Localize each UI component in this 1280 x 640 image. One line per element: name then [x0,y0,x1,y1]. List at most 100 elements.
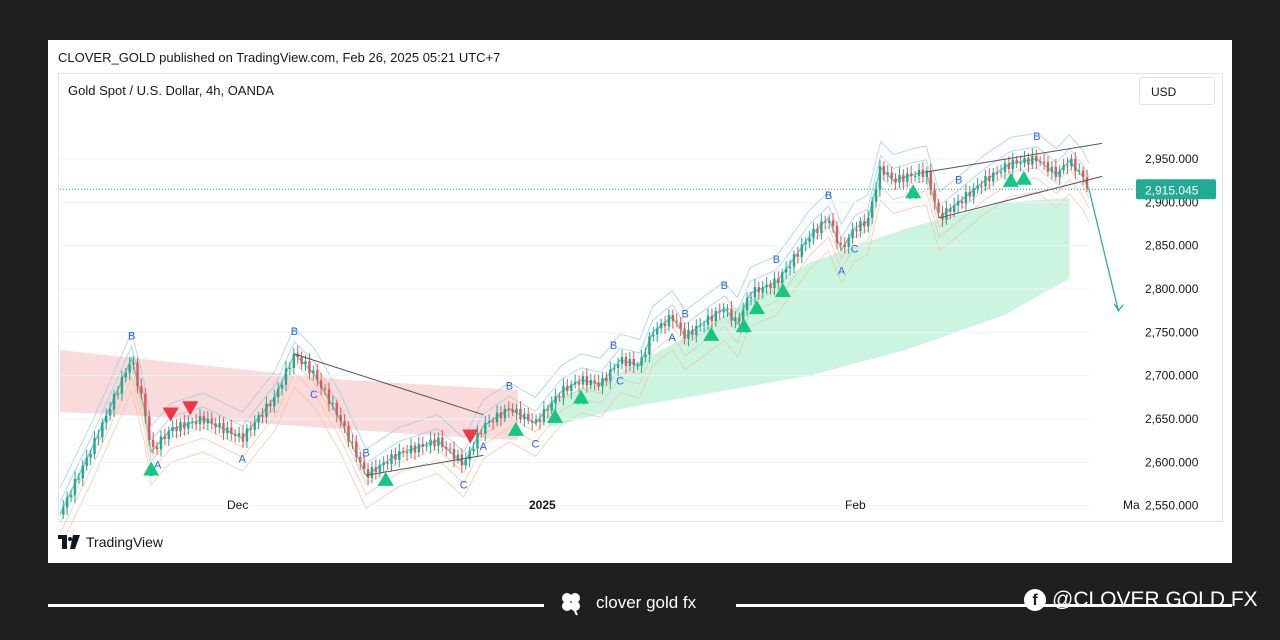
footer-brand-text: clover gold fx [596,593,697,612]
candle [499,412,503,419]
candle [112,394,116,410]
trendline [939,175,1103,219]
candle [351,441,354,443]
wave-label: C [531,439,539,451]
buy-signal-icon [507,421,524,436]
candle [933,189,936,203]
price-chart[interactable]: 2,550.000 2,600.000 2,650.000 2,700.000 2,75… [48,40,1232,563]
candle [167,431,170,439]
x-tick-label: Ma [1123,498,1140,512]
wave-label: B [291,326,298,338]
candle [89,454,92,458]
candle [480,433,483,435]
chart-card: CLOVER_GOLD published on TradingView.com… [48,40,1232,563]
candle [472,448,475,451]
candle [542,408,546,422]
candle [781,272,784,284]
wave-label: B [773,254,780,266]
candle [148,416,151,440]
candle [136,362,139,387]
x-tick-label: Dec [227,498,248,512]
candle [85,457,88,466]
candle [1054,166,1057,178]
candle [448,448,452,450]
band-line [59,132,1090,489]
candle [464,459,467,466]
candle [128,364,131,373]
candle [769,284,772,289]
candle [745,298,749,311]
candle [93,438,96,455]
band-line [59,191,1090,548]
candle [425,445,428,447]
candle [398,451,401,460]
candle [1078,170,1081,172]
candle [1066,165,1069,167]
candle [105,415,108,423]
candle [835,226,839,244]
candle [1050,166,1054,172]
wave-label: B [610,340,617,352]
candle [249,428,253,430]
candle [820,221,823,234]
y-tick-label: 2,700.000 [1145,369,1199,383]
wave-label: A [669,332,677,344]
wave-label: B [682,309,689,321]
candle [265,403,268,417]
candle [261,415,264,417]
candle [527,413,530,421]
social-handle[interactable]: f @CLOVER GOLD FX [1024,588,1258,612]
buy-signal-icon [1015,170,1032,185]
candle [796,254,800,257]
candle [230,427,233,434]
candle [433,439,436,447]
candle [652,334,655,337]
tradingview-brand: TradingView [58,534,163,550]
candle [952,205,956,212]
candle [155,446,159,450]
chart-panel[interactable] [58,73,1223,522]
candle [691,329,694,336]
sell-signal-icon [182,401,199,416]
candle [679,322,682,329]
candle [460,454,464,466]
candle [593,380,596,383]
candle [441,437,444,447]
candle [839,243,843,245]
candle [734,317,737,321]
candle [69,495,73,498]
candle [280,384,284,389]
candle [605,377,608,382]
candle [988,175,991,182]
x-tick-label: 2025 [529,498,556,512]
candle [890,172,893,179]
candle [929,170,932,190]
buy-signal-icon [774,283,791,297]
candle [218,423,221,428]
candle [73,478,77,496]
candle [273,397,276,407]
candle [269,403,272,407]
candle [343,421,346,426]
candle [163,436,167,439]
currency-button[interactable]: USD [1139,77,1215,105]
candle [722,309,725,313]
candle [1081,170,1085,178]
candle [616,364,620,369]
buy-signal-icon [546,408,563,423]
candle [714,310,718,322]
candle [194,421,198,425]
candle [503,408,507,419]
wave-label: C [310,389,318,401]
y-tick-label: 2,600.000 [1145,455,1199,469]
candle [175,426,178,432]
projection-arrow [1088,189,1119,311]
candle [120,377,124,394]
candle [695,325,698,336]
candle [570,384,573,392]
facebook-icon: f [1024,589,1046,611]
candle [1019,162,1022,164]
candle [159,436,163,450]
candle [144,393,147,417]
candle [304,361,307,365]
